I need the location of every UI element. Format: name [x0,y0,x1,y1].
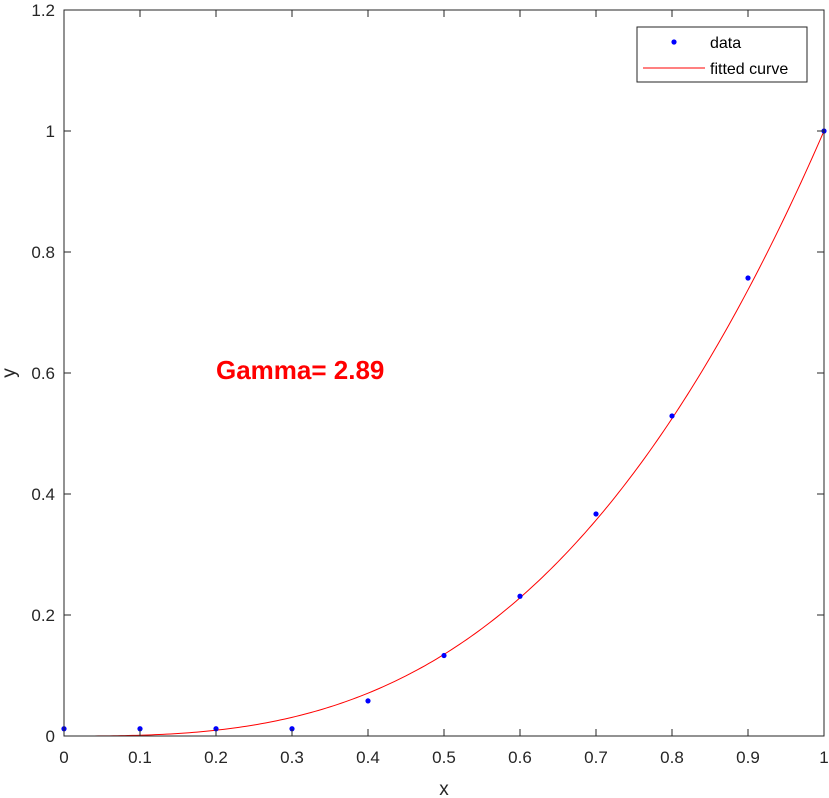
x-tick-label: 0.4 [356,748,380,767]
y-tick-label: 1.2 [31,1,55,20]
x-tick-label: 1 [819,748,828,767]
legend-data-label: data [710,35,741,52]
x-tick-label: 0.9 [736,748,760,767]
x-tick-label: 0.7 [584,748,608,767]
y-axis-label: y [0,368,20,378]
legend: data fitted curve [636,26,808,83]
data-point [289,726,295,732]
data-point [441,652,447,659]
data-point [365,698,371,704]
y-tick-label: 1 [46,122,55,141]
x-tick-label: 0.8 [660,748,684,767]
data-point [213,726,219,732]
data-point [137,726,143,732]
plot-area [64,10,824,736]
legend-box [636,26,808,83]
data-point [669,413,675,419]
legend-fitted-label: fitted curve [710,61,788,78]
data-point [745,275,751,281]
legend-data-marker [671,39,677,45]
x-tick-label: 0.6 [508,748,532,767]
data-point [517,593,523,599]
gamma-annotation: Gamma= 2.89 [216,355,384,385]
x-tick-label: 0.3 [280,748,304,767]
y-tick-label: 0.8 [31,243,55,262]
data-point [593,511,599,517]
y-tick-label: 0 [46,727,55,746]
x-tick-label: 0 [59,748,68,767]
x-tick-label: 0.5 [432,748,456,767]
y-tick-label: 0.6 [31,364,55,383]
x-tick-label: 0.1 [128,748,152,767]
x-tick-label: 0.2 [204,748,228,767]
y-tick-label: 0.2 [31,606,55,625]
x-axis-label: x [439,779,449,798]
y-tick-label: 0.4 [31,485,55,504]
